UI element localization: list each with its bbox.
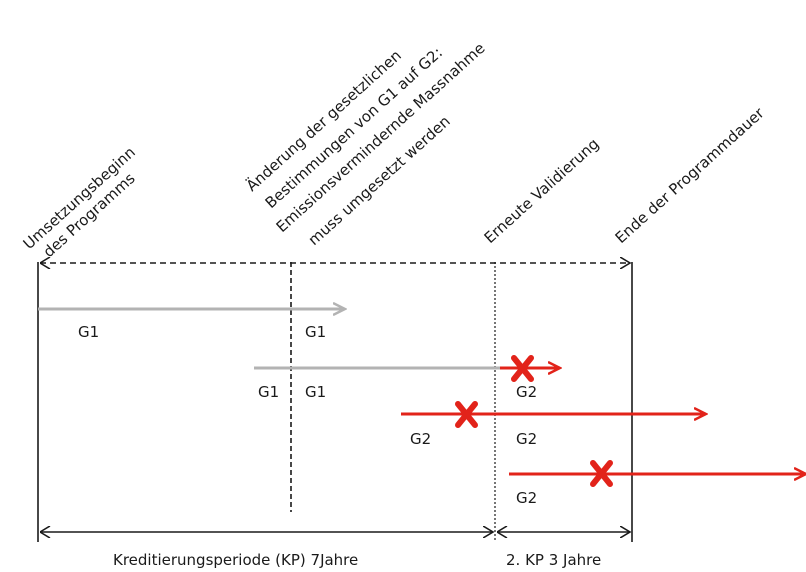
g1-label: G1	[258, 383, 279, 401]
milestone-change-label: Bestimmungen von G1 auf G2:	[262, 43, 446, 212]
g1-label: G1	[305, 323, 326, 341]
cross-mark-icon	[455, 401, 478, 428]
g2-label: G2	[410, 430, 431, 448]
g1-label: G1	[305, 383, 326, 401]
g2-label: G2	[516, 489, 537, 507]
g2-label: G2	[516, 383, 537, 401]
cross-mark-icon	[511, 355, 534, 382]
milestone-end-label: Ende der Programmdauer	[612, 103, 769, 247]
g2-label: G2	[516, 430, 537, 448]
second-period-label: 2. KP 3 Jahre	[506, 551, 601, 569]
g1-label: G1	[78, 323, 99, 341]
first-period-label: Kreditierungsperiode (KP) 7Jahre	[113, 551, 358, 569]
cross-mark-icon	[590, 460, 613, 487]
milestone-revalidation-label: Erneute Validierung	[481, 135, 603, 247]
